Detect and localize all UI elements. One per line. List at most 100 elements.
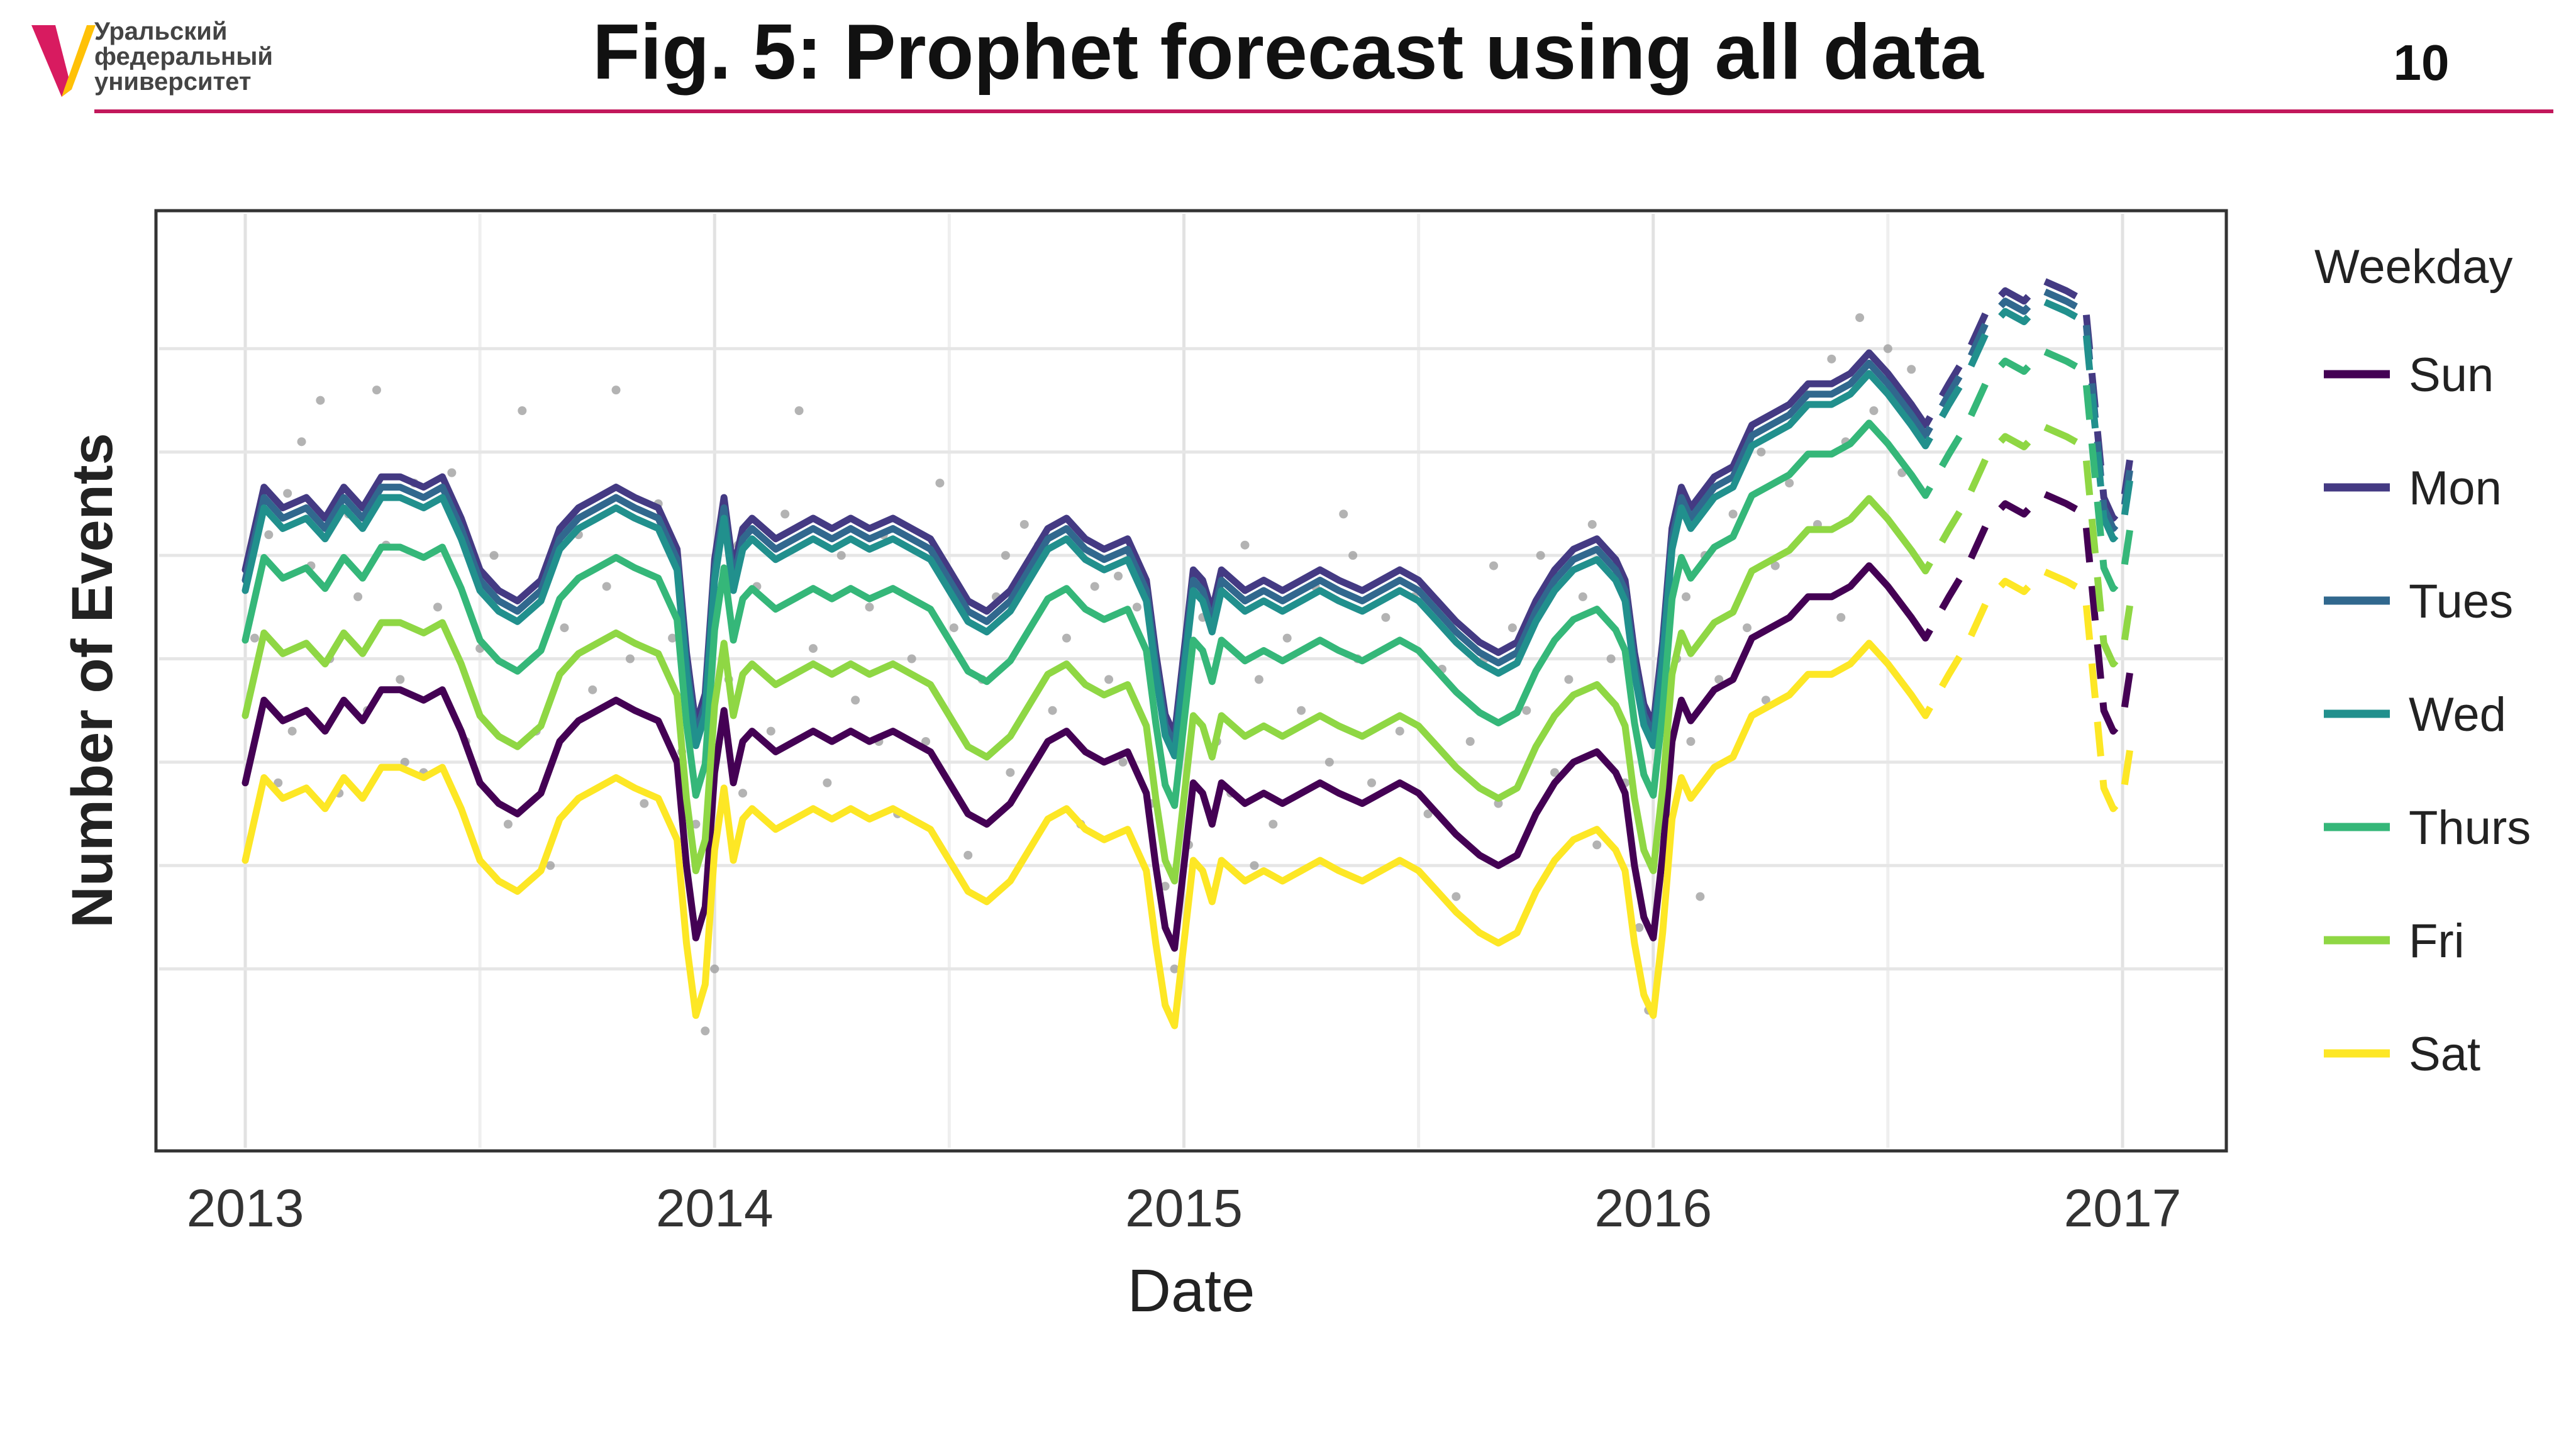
- data-point: [794, 406, 804, 415]
- data-point: [433, 602, 442, 612]
- series-line-wed: [242, 370, 1915, 760]
- data-point: [1282, 633, 1292, 643]
- data-point: [1250, 861, 1259, 870]
- data-point: [1114, 572, 1123, 580]
- data-point: [1681, 592, 1690, 601]
- data-point: [1395, 726, 1404, 736]
- data-point: [935, 479, 945, 488]
- data-point: [546, 861, 555, 870]
- data-point: [1240, 540, 1250, 550]
- data-point: [907, 654, 916, 663]
- data-point: [353, 592, 363, 601]
- data-point: [1452, 892, 1461, 901]
- x-tick-label: 2015: [1125, 1179, 1243, 1238]
- data-point: [1761, 696, 1770, 705]
- x-tick-label: 2016: [1594, 1179, 1712, 1238]
- data-point: [250, 633, 259, 643]
- header-divider: [94, 109, 2553, 113]
- series-forecast-mon: [1908, 277, 2136, 522]
- data-point: [447, 468, 457, 477]
- series-line-sun: [242, 562, 1915, 952]
- data-point: [503, 819, 513, 829]
- data-point: [1907, 365, 1916, 374]
- data-point: [400, 757, 409, 767]
- data-point: [668, 633, 677, 643]
- university-name: Уральский федеральный университет: [94, 19, 273, 94]
- data-point: [1578, 592, 1587, 601]
- data-point: [1465, 737, 1475, 746]
- data-point: [865, 602, 874, 612]
- data-point: [1696, 892, 1705, 901]
- data-point: [1494, 799, 1503, 808]
- data-point: [611, 386, 621, 395]
- legend-label-sun: Sun: [2409, 348, 2494, 402]
- plot-frame: [154, 209, 2228, 1153]
- data-point: [1550, 768, 1560, 777]
- legend-label-sat: Sat: [2409, 1028, 2480, 1081]
- legend-label-thurs: Thurs: [2409, 801, 2531, 855]
- series-line-fri: [242, 495, 1915, 885]
- data-point: [1883, 344, 1892, 353]
- data-point: [1160, 882, 1170, 891]
- data-point: [836, 551, 846, 560]
- data-point: [1269, 819, 1278, 829]
- data-point: [316, 396, 325, 405]
- legend-label-wed: Wed: [2409, 688, 2506, 741]
- x-tick-label: 2014: [656, 1179, 774, 1238]
- data-point: [1536, 551, 1545, 560]
- data-point: [1170, 964, 1179, 974]
- data-point: [738, 789, 748, 798]
- data-point: [780, 509, 790, 519]
- data-point: [1381, 613, 1391, 622]
- data-point: [1367, 778, 1376, 787]
- data-point: [264, 530, 274, 540]
- series-forecast-thurs: [1908, 347, 2136, 592]
- data-point: [1770, 561, 1780, 570]
- data-point: [1606, 654, 1616, 663]
- series-forecast-fri: [1908, 423, 2136, 668]
- data-point: [823, 778, 832, 787]
- series-line-sat: [242, 640, 1915, 1030]
- data-point: [283, 489, 292, 498]
- data-point: [1090, 582, 1099, 591]
- data-point: [1062, 633, 1071, 643]
- x-tick-labels: 2013 2014 2015 2016 2017: [187, 1179, 2182, 1238]
- data-point: [1104, 675, 1114, 684]
- data-point: [489, 551, 499, 560]
- x-tick-label: 2017: [2064, 1179, 2182, 1238]
- data-point: [1423, 809, 1433, 819]
- legend-title: Weekday: [2314, 240, 2512, 294]
- university-name-line-1: Уральский: [94, 18, 228, 45]
- data-point: [1132, 602, 1141, 612]
- data-point: [1507, 623, 1517, 633]
- data-point: [297, 437, 306, 447]
- data-point: [766, 726, 775, 736]
- data-point: [1785, 479, 1794, 488]
- data-point: [1757, 447, 1766, 457]
- data-point: [1827, 354, 1836, 364]
- data-point: [1254, 675, 1263, 684]
- data-point: [1587, 519, 1597, 529]
- data-point: [588, 685, 597, 694]
- logo-magenta-stroke: [31, 25, 72, 97]
- legend-label-fri: Fri: [2409, 914, 2465, 968]
- data-point: [1297, 706, 1306, 715]
- legend-label-tues: Tues: [2409, 575, 2513, 628]
- data-point: [274, 778, 283, 787]
- data-point: [1836, 613, 1846, 622]
- data-point: [963, 850, 973, 860]
- series-lines: [242, 277, 2136, 1030]
- data-point: [287, 726, 297, 736]
- data-point: [602, 582, 611, 591]
- data-point: [710, 964, 719, 974]
- series-forecast-tues: [1908, 287, 2136, 532]
- data-point: [560, 623, 569, 633]
- data-point: [1869, 406, 1879, 415]
- data-point: [1001, 551, 1010, 560]
- data-point: [1564, 675, 1574, 684]
- legend: Sun Mon Tues Wed Thurs Fri Sat: [2324, 348, 2531, 1081]
- series-forecast-sat: [1908, 567, 2136, 813]
- data-point: [851, 696, 860, 705]
- series-forecast-wed: [1908, 297, 2136, 543]
